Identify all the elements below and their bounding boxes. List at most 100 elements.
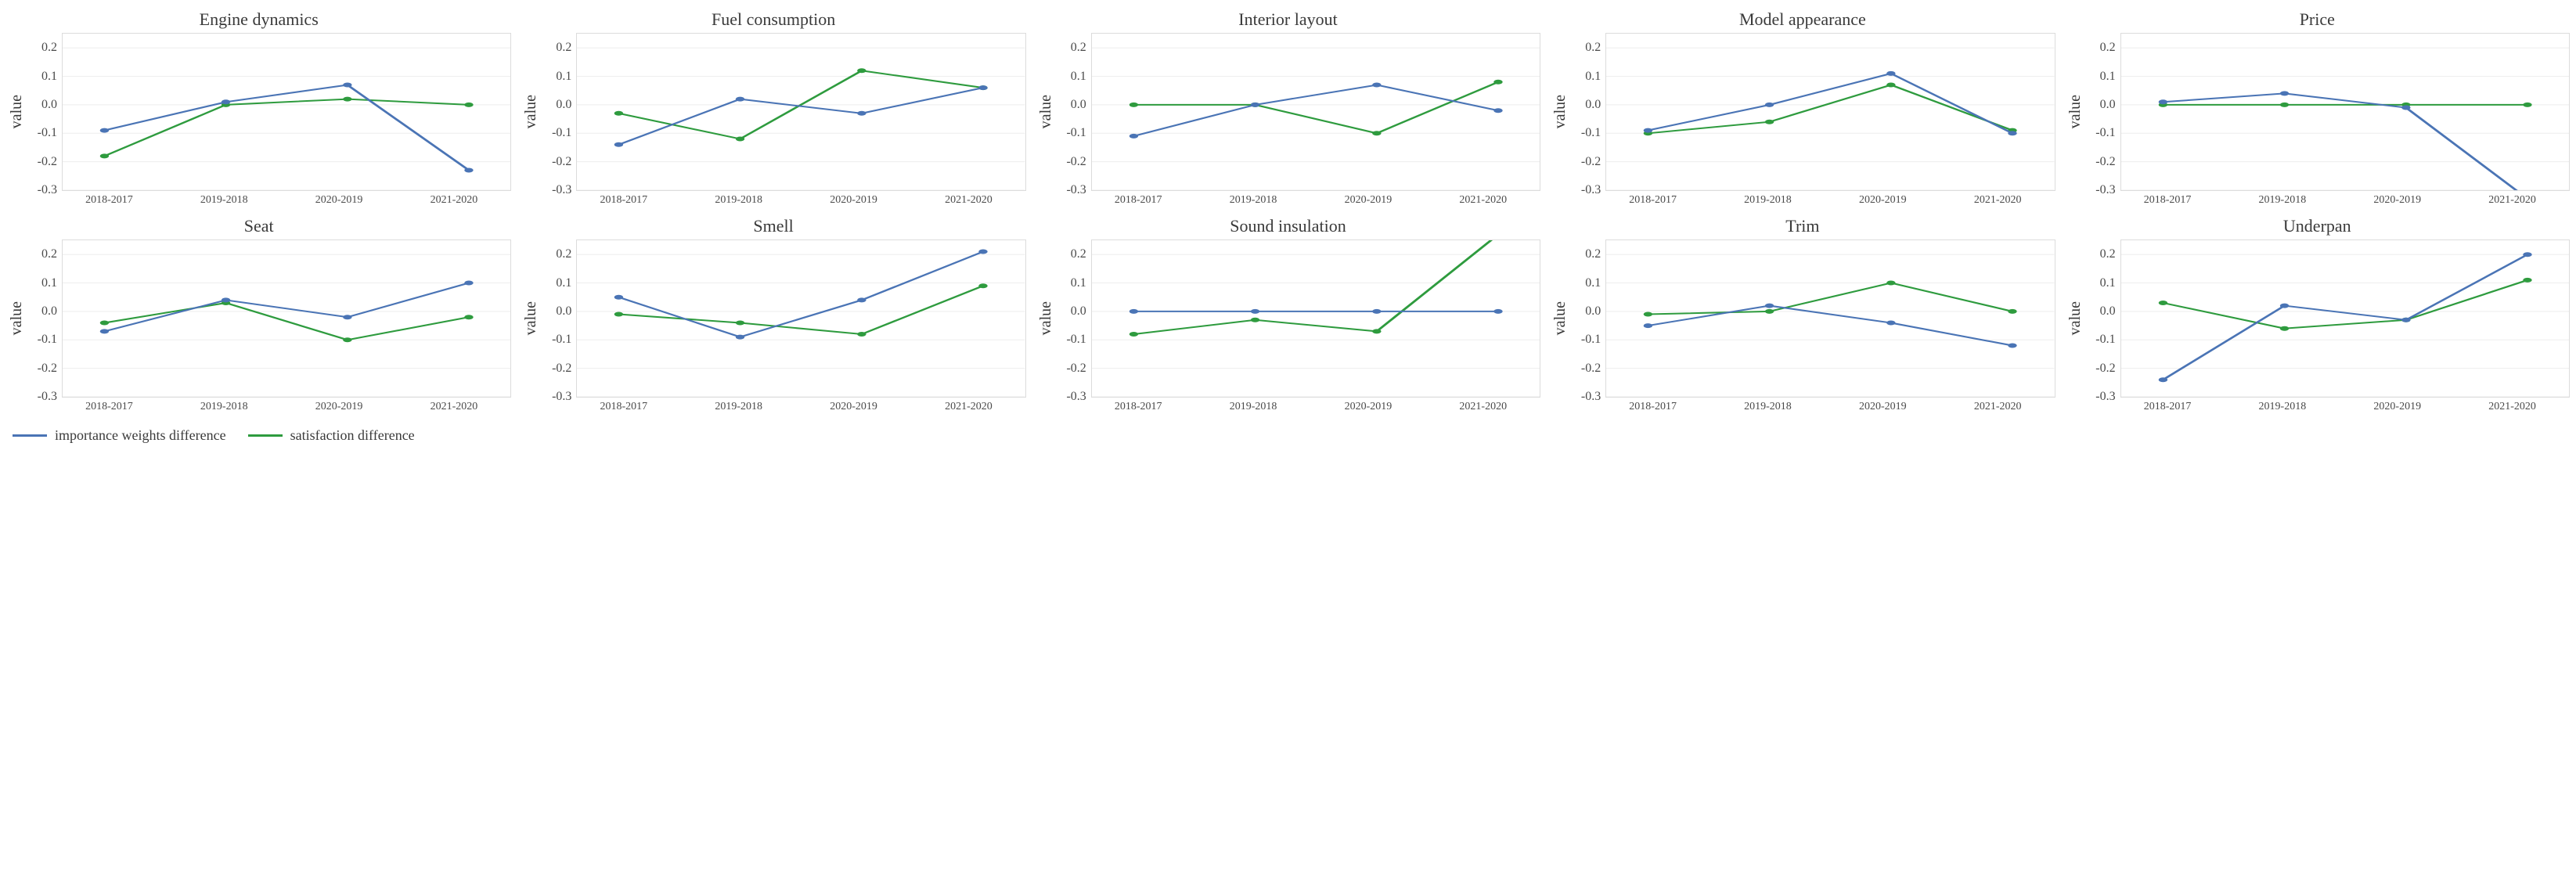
series-satisfaction (2158, 278, 2531, 331)
gridlines (2121, 48, 2569, 190)
plot-svg (577, 240, 1025, 397)
plot-svg (1092, 240, 1540, 397)
x-tick-label: 2020-2019 (2340, 401, 2455, 413)
legend-label-satisfaction: satisfaction difference (290, 427, 415, 444)
x-ticks: 2018-20172019-20182020-20192021-2020 (2110, 191, 2570, 207)
x-tick-label: 2021-2020 (1940, 401, 2055, 413)
y-tick-label: -0.3 (2095, 184, 2115, 196)
series-importance (2158, 252, 2531, 382)
legend-swatch-satisfaction (248, 434, 283, 437)
series-satisfaction (614, 283, 988, 337)
legend-label-importance: importance weights difference (55, 427, 226, 444)
y-tick-label: -0.3 (552, 391, 571, 403)
y-tick-label: -0.1 (1581, 127, 1601, 139)
plot-wrap: value0.20.10.0-0.1-0.2-0.3 (6, 239, 511, 398)
plot-wrap: value0.20.10.0-0.1-0.2-0.3 (521, 239, 1025, 398)
y-tick-label: -0.1 (552, 333, 571, 346)
y-ticks: 0.20.10.0-0.1-0.2-0.3 (1055, 34, 1091, 190)
plot-svg (2121, 240, 2569, 397)
panel-title: Underpan (2065, 216, 2570, 236)
series-importance (614, 85, 988, 147)
x-ticks: 2018-20172019-20182020-20192021-2020 (566, 191, 1025, 207)
x-tick-label: 2019-2018 (681, 401, 796, 413)
y-ticks: 0.20.10.0-0.1-0.2-0.3 (26, 240, 62, 397)
x-tick-label: 2018-2017 (1081, 194, 1196, 207)
series-satisfaction (1129, 80, 1502, 136)
panel: Sound insulationvalue0.20.10.0-0.1-0.2-0… (1036, 216, 1540, 413)
panel-title: Engine dynamics (6, 9, 511, 30)
plot-wrap: value0.20.10.0-0.1-0.2-0.3 (2065, 33, 2570, 191)
x-tick-label: 2021-2020 (1425, 194, 1540, 207)
y-tick-label: 0.2 (1071, 41, 1086, 54)
y-axis-label: value (521, 301, 540, 335)
plot-wrap: value0.20.10.0-0.1-0.2-0.3 (1550, 239, 2055, 398)
plot-svg (1092, 34, 1540, 190)
y-axis-label: value (6, 301, 26, 335)
panel: Trimvalue0.20.10.0-0.1-0.2-0.3 2018-2017… (1550, 216, 2055, 413)
plot-area (1605, 33, 2055, 191)
y-tick-label: -0.2 (1066, 362, 1086, 375)
plot-wrap: value0.20.10.0-0.1-0.2-0.3 (2065, 239, 2570, 398)
y-tick-label: 0.1 (556, 277, 571, 290)
y-tick-label: 0.1 (1585, 277, 1601, 290)
y-ticks: 0.20.10.0-0.1-0.2-0.3 (540, 34, 576, 190)
plot-svg (1606, 240, 2054, 397)
x-tick-label: 2020-2019 (796, 194, 911, 207)
x-tick-label: 2018-2017 (566, 194, 681, 207)
plot-area (1605, 239, 2055, 398)
y-axis: value0.20.10.0-0.1-0.2-0.3 (521, 239, 576, 398)
y-tick-label: -0.2 (1581, 156, 1601, 168)
y-tick-label: 0.0 (41, 305, 57, 318)
y-tick-label: -0.1 (1066, 333, 1086, 346)
y-tick-label: 0.0 (556, 99, 571, 111)
y-axis-label: value (1036, 95, 1055, 128)
y-axis-label: value (2065, 301, 2084, 335)
y-tick-label: 0.0 (2100, 305, 2116, 318)
x-tick-label: 2019-2018 (2225, 194, 2340, 207)
y-tick-label: -0.2 (38, 362, 57, 375)
y-ticks: 0.20.10.0-0.1-0.2-0.3 (2084, 34, 2120, 190)
y-tick-label: 0.2 (1071, 248, 1086, 261)
y-ticks: 0.20.10.0-0.1-0.2-0.3 (2084, 240, 2120, 397)
y-ticks: 0.20.10.0-0.1-0.2-0.3 (1055, 240, 1091, 397)
y-tick-label: -0.1 (38, 333, 57, 346)
x-tick-label: 2021-2020 (911, 401, 1026, 413)
panel-title: Fuel consumption (521, 9, 1025, 30)
panel: Seatvalue0.20.10.0-0.1-0.2-0.3 2018-2017… (6, 216, 511, 413)
plot-area (1091, 33, 1540, 191)
y-axis-label: value (521, 95, 540, 128)
y-ticks: 0.20.10.0-0.1-0.2-0.3 (1569, 34, 1605, 190)
y-axis: value0.20.10.0-0.1-0.2-0.3 (6, 33, 62, 191)
y-axis: value0.20.10.0-0.1-0.2-0.3 (6, 239, 62, 398)
x-tick-label: 2018-2017 (2110, 401, 2225, 413)
y-tick-label: -0.1 (38, 127, 57, 139)
panel: Pricevalue0.20.10.0-0.1-0.2-0.3 2018-201… (2065, 9, 2570, 207)
series-importance (614, 250, 988, 340)
series-importance (1129, 309, 1502, 314)
y-tick-label: -0.3 (38, 184, 57, 196)
legend: importance weights difference satisfacti… (6, 427, 2570, 444)
y-tick-label: 0.2 (1585, 41, 1601, 54)
y-tick-label: -0.3 (1066, 391, 1086, 403)
y-axis: value0.20.10.0-0.1-0.2-0.3 (521, 33, 576, 191)
x-tick-label: 2019-2018 (1196, 401, 1311, 413)
plot-area (62, 33, 511, 191)
y-axis: value0.20.10.0-0.1-0.2-0.3 (1036, 33, 1091, 191)
y-tick-label: -0.2 (38, 156, 57, 168)
series-importance (1129, 83, 1502, 139)
y-tick-label: 0.0 (1071, 99, 1086, 111)
y-axis-label: value (2065, 95, 2084, 128)
x-tick-label: 2019-2018 (681, 194, 796, 207)
y-tick-label: 0.2 (41, 41, 57, 54)
x-tick-label: 2018-2017 (1595, 194, 1710, 207)
y-tick-label: -0.1 (1066, 127, 1086, 139)
series-importance (1644, 304, 2017, 348)
y-tick-label: 0.1 (41, 277, 57, 290)
y-tick-label: 0.1 (1071, 277, 1086, 290)
x-tick-label: 2018-2017 (52, 401, 167, 413)
panel: Model appearancevalue0.20.10.0-0.1-0.2-0… (1550, 9, 2055, 207)
y-ticks: 0.20.10.0-0.1-0.2-0.3 (1569, 240, 1605, 397)
y-tick-label: 0.0 (1585, 305, 1601, 318)
series-importance (100, 281, 474, 334)
y-tick-label: 0.1 (556, 70, 571, 83)
